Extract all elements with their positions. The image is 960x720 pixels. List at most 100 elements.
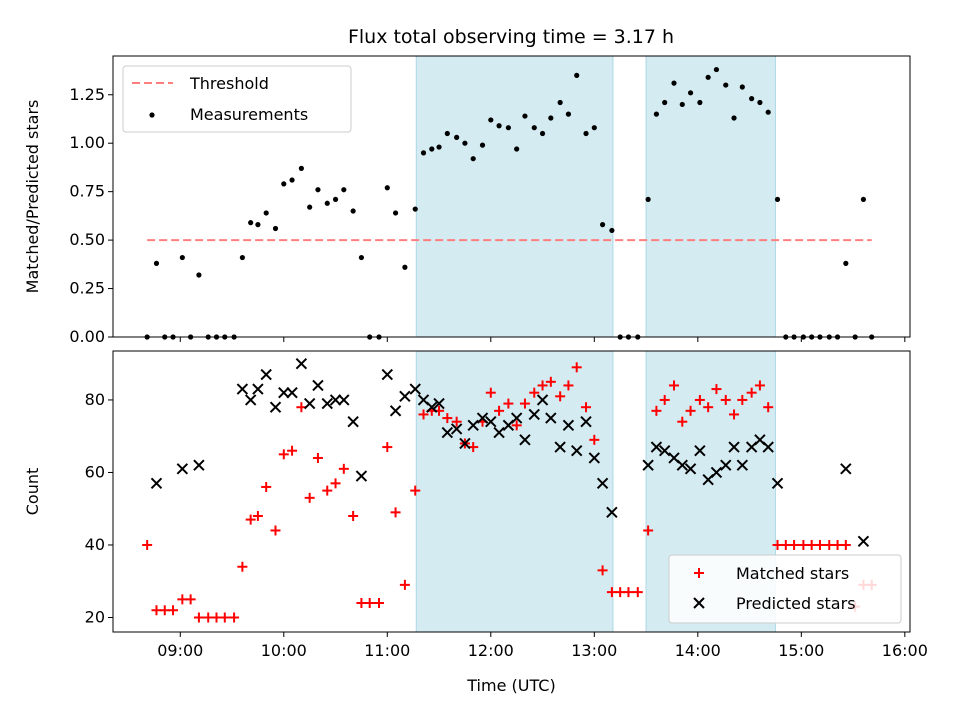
predicted-star-point xyxy=(840,463,852,475)
y-tick-label: 1.00 xyxy=(69,133,105,152)
predicted-star-point xyxy=(426,401,438,413)
predicted-star-point xyxy=(278,386,290,399)
matched-star-point xyxy=(623,587,634,598)
predicted-star-point xyxy=(338,394,350,406)
x-b xyxy=(303,397,316,410)
measurement-point xyxy=(662,99,668,106)
matched-star-point xyxy=(270,525,281,536)
measurement-point xyxy=(671,80,677,86)
predicted-star-point xyxy=(347,415,359,428)
ratio-panel: 0.00 0.25 0.50 0.75 1.00 1.25 Matched/Predicte… xyxy=(23,55,911,346)
predicted-star-point xyxy=(562,419,575,432)
x-b xyxy=(441,426,454,439)
measurement-point xyxy=(705,74,711,80)
x-tick-label: 14:00 xyxy=(675,641,721,660)
legend-threshold-label: Threshold xyxy=(189,74,269,93)
matched-star-point xyxy=(261,481,272,492)
matched-star-point xyxy=(529,387,540,398)
measurement-point xyxy=(531,125,537,131)
measurement-point xyxy=(298,165,304,171)
shaded-interval xyxy=(415,55,614,338)
x-b xyxy=(562,419,575,432)
predicted-star-point xyxy=(467,419,479,432)
matched-star-point xyxy=(287,445,298,456)
measurement-point xyxy=(358,254,365,261)
y-tick-label: 60 xyxy=(85,462,105,481)
predicted-star-point xyxy=(355,470,368,482)
x-tick-label: 09:00 xyxy=(157,641,203,660)
measurement-point xyxy=(402,264,408,270)
predicted-star-point xyxy=(450,423,463,435)
x-b xyxy=(476,412,489,424)
measurement-point xyxy=(757,99,763,106)
matched-star-point xyxy=(746,387,757,398)
matched-star-point xyxy=(589,434,600,445)
x-tick-label: 16:00 xyxy=(882,641,928,660)
matched-star-point xyxy=(312,452,323,463)
x-b xyxy=(554,441,566,453)
x-b xyxy=(485,415,497,428)
matched-star-point xyxy=(643,525,654,536)
matched-star-point xyxy=(229,612,240,623)
predicted-star-point xyxy=(252,383,264,395)
x-b xyxy=(381,368,393,381)
measurement-point xyxy=(609,227,615,234)
measurement-point xyxy=(281,181,287,187)
predicted-star-point xyxy=(329,394,342,406)
matched-star-point xyxy=(418,409,429,420)
measurement-point xyxy=(697,99,703,106)
x-b xyxy=(426,401,438,413)
y-tick-label: 1.25 xyxy=(69,85,105,104)
matched-star-point xyxy=(185,594,196,605)
x-b xyxy=(642,459,654,471)
measurement-point xyxy=(444,130,450,137)
measurement-point xyxy=(341,187,347,193)
x-b xyxy=(736,459,749,471)
x-b xyxy=(762,441,774,453)
matched-star-point xyxy=(410,485,421,496)
predicted-star-point xyxy=(606,506,618,519)
x-b xyxy=(459,437,471,450)
measurement-point xyxy=(255,222,261,228)
matched-star-point xyxy=(304,492,315,503)
x-b xyxy=(694,445,706,457)
matched-star-point xyxy=(374,597,385,608)
matched-star-point xyxy=(677,416,688,427)
predicted-star-point xyxy=(295,357,308,370)
legend-matched-label: Matched stars xyxy=(736,564,849,583)
predicted-star-point xyxy=(710,466,723,479)
measurement-point xyxy=(514,146,520,152)
plot-frame xyxy=(112,55,911,338)
predicted-star-point xyxy=(536,394,549,406)
predicted-star-point xyxy=(684,463,697,475)
measurement-point xyxy=(420,150,427,156)
predicted-star-point xyxy=(459,437,471,450)
measurement-point xyxy=(713,66,720,73)
predicted-star-point xyxy=(771,477,784,490)
predicted-star-point xyxy=(485,415,497,428)
predicted-star-point xyxy=(519,434,531,446)
measurement-point xyxy=(565,111,572,117)
matched-star-point xyxy=(537,380,548,391)
measurement-point xyxy=(289,177,295,183)
measurement-point xyxy=(765,109,771,115)
legend-measurement-label: Measurements xyxy=(190,105,308,124)
measurement-point xyxy=(860,196,867,203)
predicted-star-point xyxy=(476,412,489,424)
x-b xyxy=(355,470,368,482)
matched-star-point xyxy=(789,539,800,550)
matched-star-point xyxy=(219,612,230,623)
measurement-point xyxy=(470,156,476,162)
measurement-point xyxy=(412,206,418,212)
measurement-point xyxy=(591,125,597,131)
measurement-point xyxy=(239,254,245,261)
measurement-point xyxy=(731,115,737,121)
matched-star-point xyxy=(545,376,556,387)
matched-star-point xyxy=(659,394,670,405)
x-b xyxy=(321,397,333,410)
shaded-interval xyxy=(645,55,776,338)
x-b xyxy=(728,441,740,453)
measurement-point xyxy=(687,90,694,96)
predicted-star-point xyxy=(441,426,454,439)
x-b xyxy=(295,357,308,370)
